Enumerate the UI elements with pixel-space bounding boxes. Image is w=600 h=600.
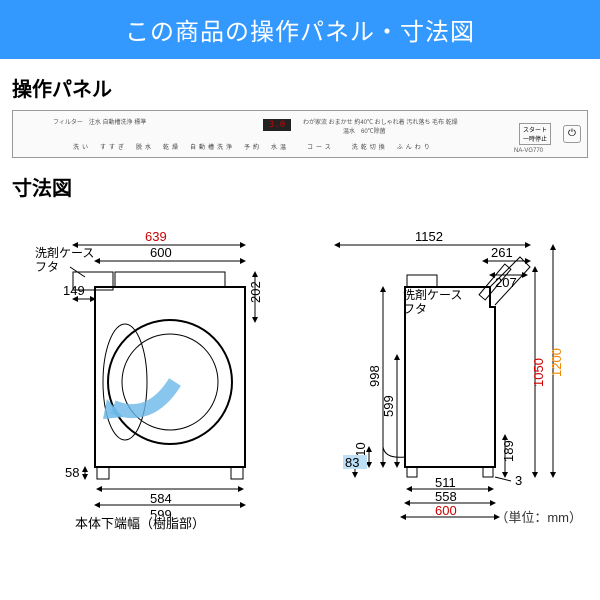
- dim-600s: 600: [435, 503, 457, 518]
- start-button[interactable]: スタート 一時停止: [519, 123, 551, 145]
- header-bar: この商品の操作パネル・寸法図: [0, 0, 600, 59]
- label-case-f: 洗剤ケース: [35, 245, 94, 260]
- dim-639: 639: [145, 229, 167, 244]
- panel-top-text-1: フィルター 注水 自動槽洗浄 標準: [53, 117, 146, 126]
- panel-display: 3.0: [263, 119, 291, 131]
- dim-511: 511: [435, 475, 456, 490]
- unit-note: （単位：mm）: [495, 507, 582, 526]
- pause-label: 一時停止: [520, 134, 550, 143]
- dim-58: 58: [65, 465, 79, 480]
- power-button[interactable]: ⏻: [563, 125, 581, 143]
- side-svg: 1152 261 207 599 998 110: [295, 227, 585, 527]
- dim-558: 558: [435, 489, 457, 504]
- panel-top-text-2: わが家流 おまかせ 約40℃ おしゃれ着 汚れ落ち 毛布 乾燥: [303, 117, 458, 126]
- dim-189: 189: [501, 440, 516, 462]
- dim-998: 998: [367, 365, 382, 387]
- label-lid-s: フタ: [403, 302, 427, 316]
- panel-button-row: 洗い すすぎ 脱水 乾燥 自動槽洗浄 予約 水温 コース 洗乾切換 ふんわり: [73, 142, 433, 151]
- diagram-area: 639 600 149 202 58 584 599: [0, 209, 600, 532]
- side-diagram: 1152 261 207 599 998 110: [295, 227, 585, 532]
- dim-202: 202: [248, 281, 263, 303]
- control-panel: フィルター 注水 自動槽洗浄 標準 わが家流 おまかせ 約40℃ おしゃれ着 汚…: [12, 110, 588, 158]
- dim-3: 3: [515, 473, 522, 488]
- start-label: スタート: [520, 125, 550, 134]
- dim-600f: 600: [150, 245, 172, 260]
- dim-section-title: 寸法図: [0, 158, 600, 209]
- header-title: この商品の操作パネル・寸法図: [125, 19, 475, 46]
- front-diagram: 639 600 149 202 58 584 599: [15, 227, 265, 532]
- dim-584: 584: [150, 491, 172, 506]
- label-lid-f: フタ: [35, 260, 59, 274]
- panel-section-title: 操作パネル: [0, 59, 600, 110]
- dim-261: 261: [491, 245, 513, 260]
- model-label: NA-VG770: [514, 148, 543, 154]
- dim-83: 83: [345, 455, 359, 470]
- bottom-note: 本体下端幅（樹脂部）: [15, 513, 265, 532]
- dim-1050: 1050: [531, 358, 546, 387]
- panel-top-text-3: 温水 60℃除菌: [343, 126, 386, 135]
- dim-1200: 1200: [549, 348, 564, 377]
- front-svg: 639 600 149 202 58 584 599: [15, 227, 265, 517]
- dim-207: 207: [495, 275, 517, 290]
- dim-1152: 1152: [415, 229, 443, 244]
- dim-149: 149: [63, 283, 85, 298]
- label-case-s: 洗剤ケース: [403, 287, 462, 302]
